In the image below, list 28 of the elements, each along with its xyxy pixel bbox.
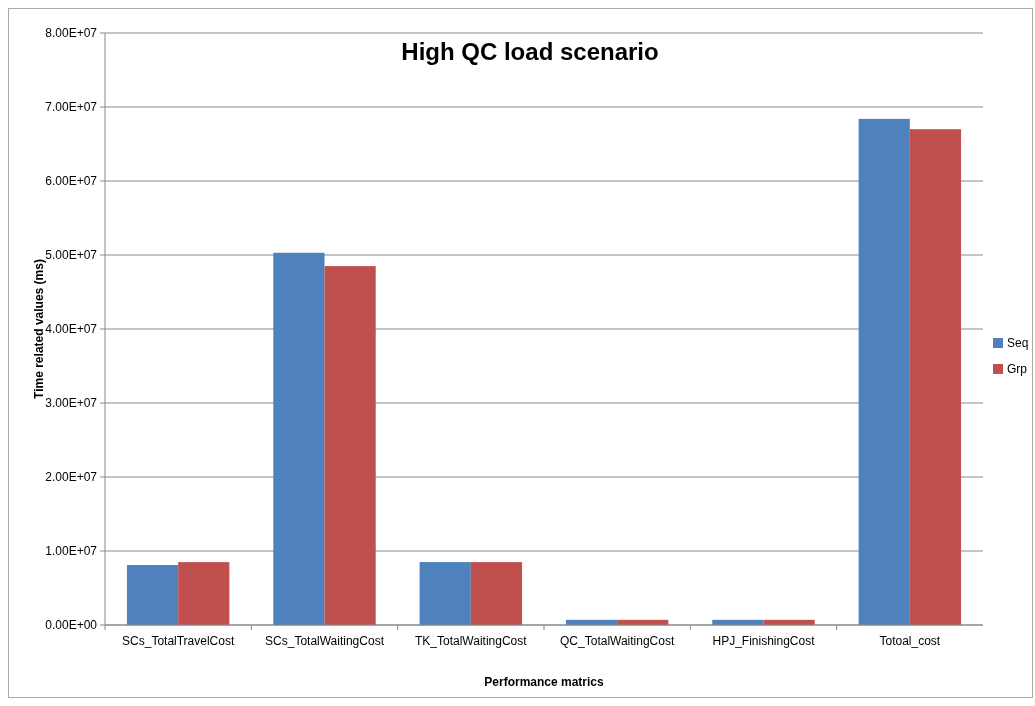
bar: [126, 565, 179, 625]
y-tick-label: 0.00E+00: [45, 618, 98, 633]
x-tick-label: SCs_TotalTravelCost: [122, 634, 235, 648]
x-tick-label: Totoal_cost: [879, 634, 941, 648]
y-tick-label: 4.00E+07: [45, 322, 98, 337]
bar: [909, 129, 962, 625]
x-tick-label: TK_TotalWaitingCost: [415, 634, 528, 648]
y-tick-label: 7.00E+07: [45, 100, 98, 115]
y-tick-label: 3.00E+07: [45, 396, 98, 411]
y-axis-title: Time related values (ms): [32, 259, 46, 399]
x-tick-label: SCs_TotalWaitingCost: [265, 634, 385, 648]
bar: [419, 562, 471, 625]
chart-title: High QC load scenario: [401, 38, 659, 65]
bar: [324, 266, 376, 625]
x-axis-title: Performance matrics: [484, 675, 605, 689]
bar: [858, 118, 910, 625]
bar: [470, 562, 523, 625]
y-tick-label: 1.00E+07: [45, 544, 98, 559]
y-tick-label: 6.00E+07: [45, 174, 98, 189]
y-tick-label: 2.00E+07: [45, 470, 98, 485]
x-tick-label: HPJ_FinishingCost: [712, 634, 816, 648]
bar: [273, 252, 325, 625]
x-tick-label: QC_TotalWaitingCost: [560, 634, 675, 648]
legend-label: Seq: [1007, 336, 1029, 350]
legend-label: Grp: [1007, 362, 1028, 376]
bar: [178, 562, 230, 625]
y-tick-label: 8.00E+07: [45, 26, 98, 41]
y-tick-label: 5.00E+07: [45, 248, 98, 263]
